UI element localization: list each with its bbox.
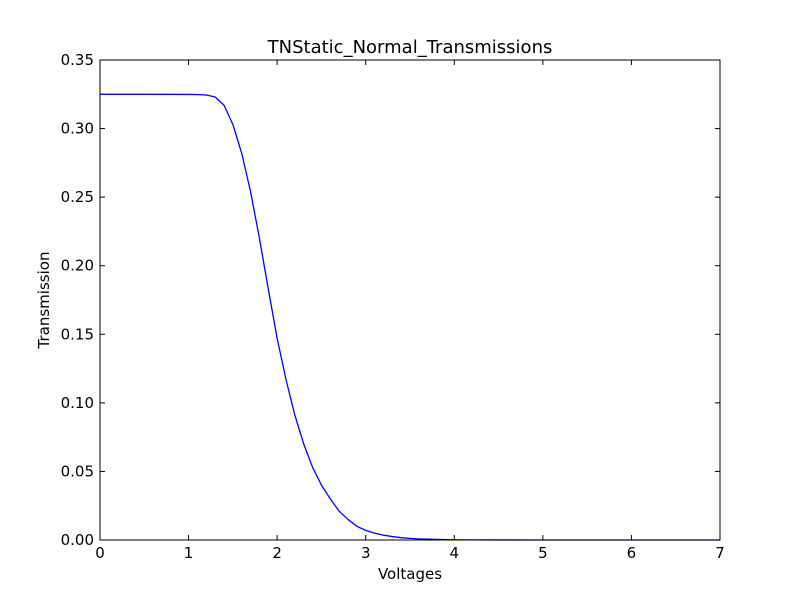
y-tick-label: 0.15 — [61, 325, 94, 343]
y-tick-label: 0.10 — [61, 394, 94, 412]
chart-title: TNStatic_Normal_Transmissions — [267, 37, 553, 58]
x-tick-label: 4 — [450, 544, 460, 562]
x-tick-label: 5 — [538, 544, 548, 562]
y-tick-label: 0.30 — [61, 120, 94, 138]
x-tick-label: 6 — [627, 544, 637, 562]
axis-ticks: 0 1 2 3 4 5 6 7 0.00 0.05 0.10 0.15 0.20 0.25 0.30 0.35 — [61, 51, 725, 562]
y-tick-label: 0.25 — [61, 188, 94, 206]
y-tick-label: 0.00 — [61, 531, 94, 549]
series-line-0 — [100, 93, 720, 541]
x-tick-label: 2 — [272, 544, 282, 562]
x-tick-label: 1 — [184, 544, 194, 562]
x-axis-label: Voltages — [378, 565, 442, 583]
x-tick-label: 3 — [361, 544, 371, 562]
plot-area — [100, 93, 720, 541]
y-tick-label: 0.35 — [61, 51, 94, 69]
y-axis-label: Transmission — [35, 252, 53, 350]
y-tick-label: 0.05 — [61, 462, 94, 480]
x-tick-label: 7 — [715, 544, 725, 562]
y-tick-label: 0.20 — [61, 257, 94, 275]
plot-frame — [99, 59, 721, 541]
x-tick-label: 0 — [95, 544, 105, 562]
